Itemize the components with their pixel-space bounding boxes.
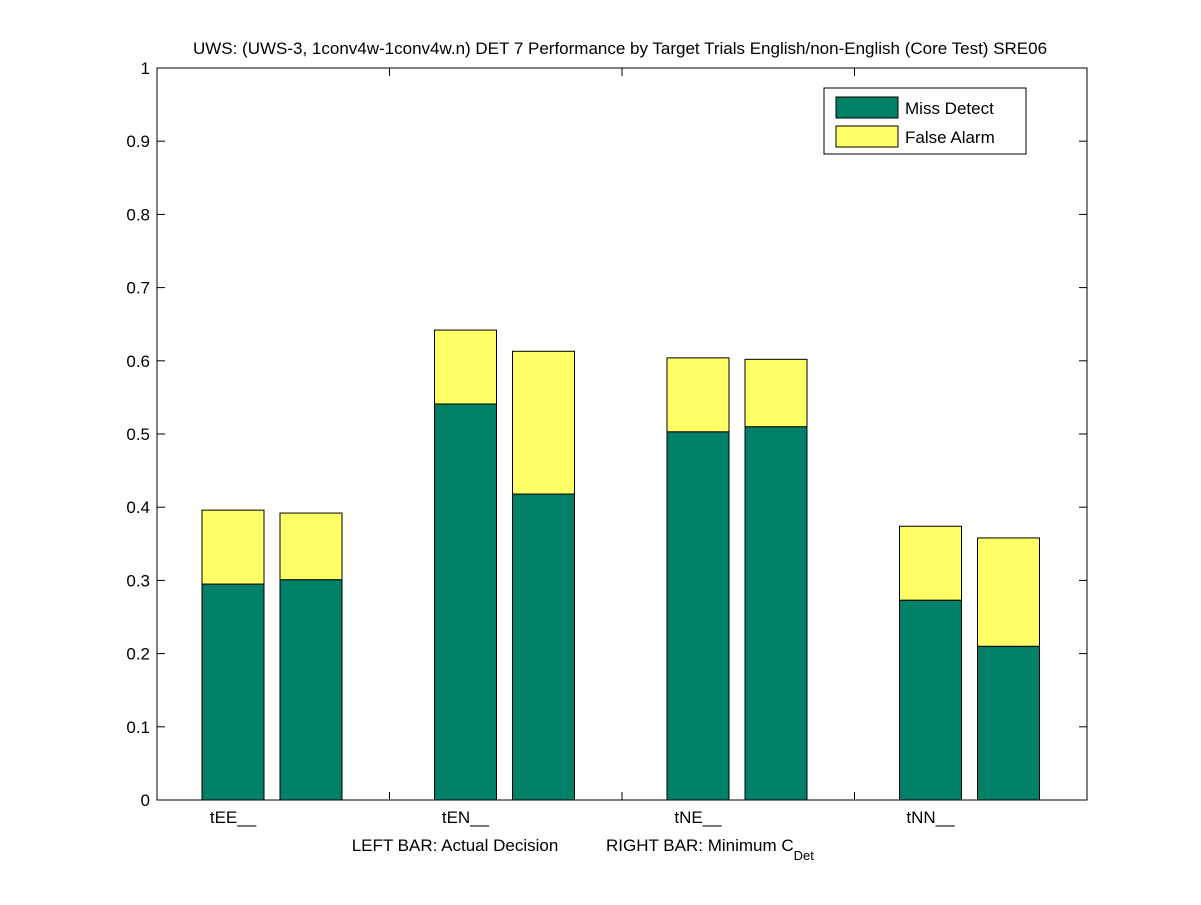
bar-miss-detect-tNE-actual bbox=[666, 431, 730, 801]
x-axis-label-right-sub: Det bbox=[794, 848, 815, 863]
x-axis-label-right: RIGHT BAR: Minimum CDet bbox=[606, 836, 814, 863]
bar-false-alarm-tNN-actual bbox=[899, 525, 962, 601]
x-category-label: tEE__ bbox=[210, 808, 257, 827]
y-tick-label: 0.8 bbox=[126, 205, 150, 224]
legend: Miss Detect False Alarm bbox=[823, 87, 1027, 155]
bar-miss-detect-tEN-min bbox=[512, 493, 575, 801]
y-tick-label: 0.5 bbox=[126, 425, 150, 444]
bar-false-alarm-tNE-actual bbox=[666, 357, 730, 433]
bar-false-alarm-tEE-actual bbox=[201, 509, 265, 585]
bar-miss-detect-tNN-min bbox=[977, 645, 1040, 801]
bar-miss-detect-tNN-actual bbox=[899, 599, 962, 801]
chart-title: UWS: (UWS-3, 1conv4w-1conv4w.n) DET 7 Pe… bbox=[193, 39, 1047, 58]
bar-miss-detect-tEN-actual bbox=[434, 403, 497, 801]
y-tick-label: 0.3 bbox=[126, 571, 150, 590]
y-tick-label: 0.9 bbox=[126, 132, 150, 151]
y-tick-label: 0.6 bbox=[126, 352, 150, 371]
bar-false-alarm-tNN-min bbox=[977, 537, 1040, 647]
y-tick-label: 0 bbox=[141, 791, 150, 810]
y-tick-label: 0.1 bbox=[126, 718, 150, 737]
legend-swatch-miss-detect bbox=[835, 96, 899, 119]
y-tick-label: 0.2 bbox=[126, 645, 150, 664]
x-category-label: tNN__ bbox=[906, 808, 955, 827]
x-category-label: tNE__ bbox=[674, 808, 722, 827]
bar-false-alarm-tEE-min bbox=[279, 512, 343, 581]
legend-label-miss-detect: Miss Detect bbox=[905, 99, 994, 118]
legend-swatch-false-alarm bbox=[835, 125, 899, 148]
bar-miss-detect-tEE-actual bbox=[201, 583, 265, 801]
x-axis-label-right-main: RIGHT BAR: Minimum C bbox=[606, 836, 794, 855]
bar-false-alarm-tEN-min bbox=[512, 350, 575, 495]
x-category-label: tEN__ bbox=[442, 808, 490, 827]
x-axis-label-left: LEFT BAR: Actual Decision bbox=[352, 836, 559, 855]
bar-false-alarm-tNE-min bbox=[744, 358, 808, 428]
bar-miss-detect-tNE-min bbox=[744, 426, 808, 801]
bar-miss-detect-tEE-min bbox=[279, 579, 343, 801]
legend-label-false-alarm: False Alarm bbox=[905, 128, 995, 147]
y-tick-label: 0.4 bbox=[126, 498, 150, 517]
bar-false-alarm-tEN-actual bbox=[434, 329, 497, 405]
y-tick-label: 0.7 bbox=[126, 279, 150, 298]
y-tick-label: 1 bbox=[141, 59, 150, 78]
